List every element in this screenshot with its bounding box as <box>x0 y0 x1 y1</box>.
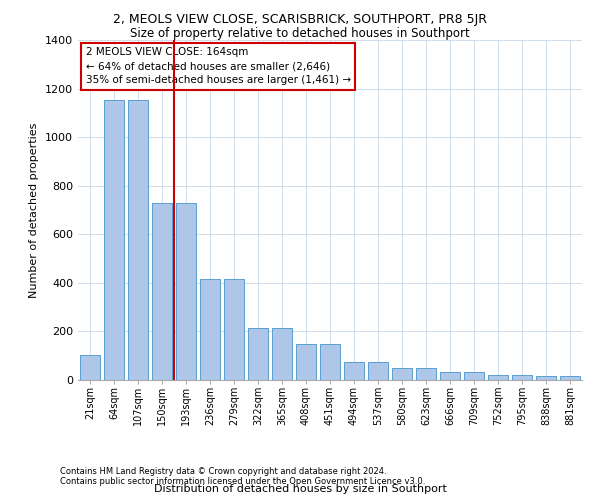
Bar <box>440 372 460 380</box>
Bar <box>200 279 220 380</box>
Bar <box>296 344 316 380</box>
Bar <box>152 202 172 380</box>
Text: Size of property relative to detached houses in Southport: Size of property relative to detached ho… <box>130 28 470 40</box>
Text: 2, MEOLS VIEW CLOSE, SCARISBRICK, SOUTHPORT, PR8 5JR: 2, MEOLS VIEW CLOSE, SCARISBRICK, SOUTHP… <box>113 12 487 26</box>
Bar <box>464 372 484 380</box>
Bar <box>248 328 268 380</box>
Text: Contains HM Land Registry data © Crown copyright and database right 2024.: Contains HM Land Registry data © Crown c… <box>60 467 386 476</box>
Bar <box>368 362 388 380</box>
Bar <box>80 354 100 380</box>
Bar <box>104 100 124 380</box>
Bar <box>512 375 532 380</box>
Bar <box>320 344 340 380</box>
Bar <box>488 375 508 380</box>
Bar <box>128 100 148 380</box>
Bar <box>224 279 244 380</box>
Bar <box>344 362 364 380</box>
Text: 2 MEOLS VIEW CLOSE: 164sqm
← 64% of detached houses are smaller (2,646)
35% of s: 2 MEOLS VIEW CLOSE: 164sqm ← 64% of deta… <box>86 48 350 86</box>
Bar <box>392 368 412 380</box>
Text: Distribution of detached houses by size in Southport: Distribution of detached houses by size … <box>154 484 446 494</box>
Text: Contains public sector information licensed under the Open Government Licence v3: Contains public sector information licen… <box>60 477 425 486</box>
Bar <box>560 376 580 380</box>
Bar <box>536 376 556 380</box>
Bar <box>272 328 292 380</box>
Bar <box>176 202 196 380</box>
Y-axis label: Number of detached properties: Number of detached properties <box>29 122 40 298</box>
Bar <box>416 368 436 380</box>
